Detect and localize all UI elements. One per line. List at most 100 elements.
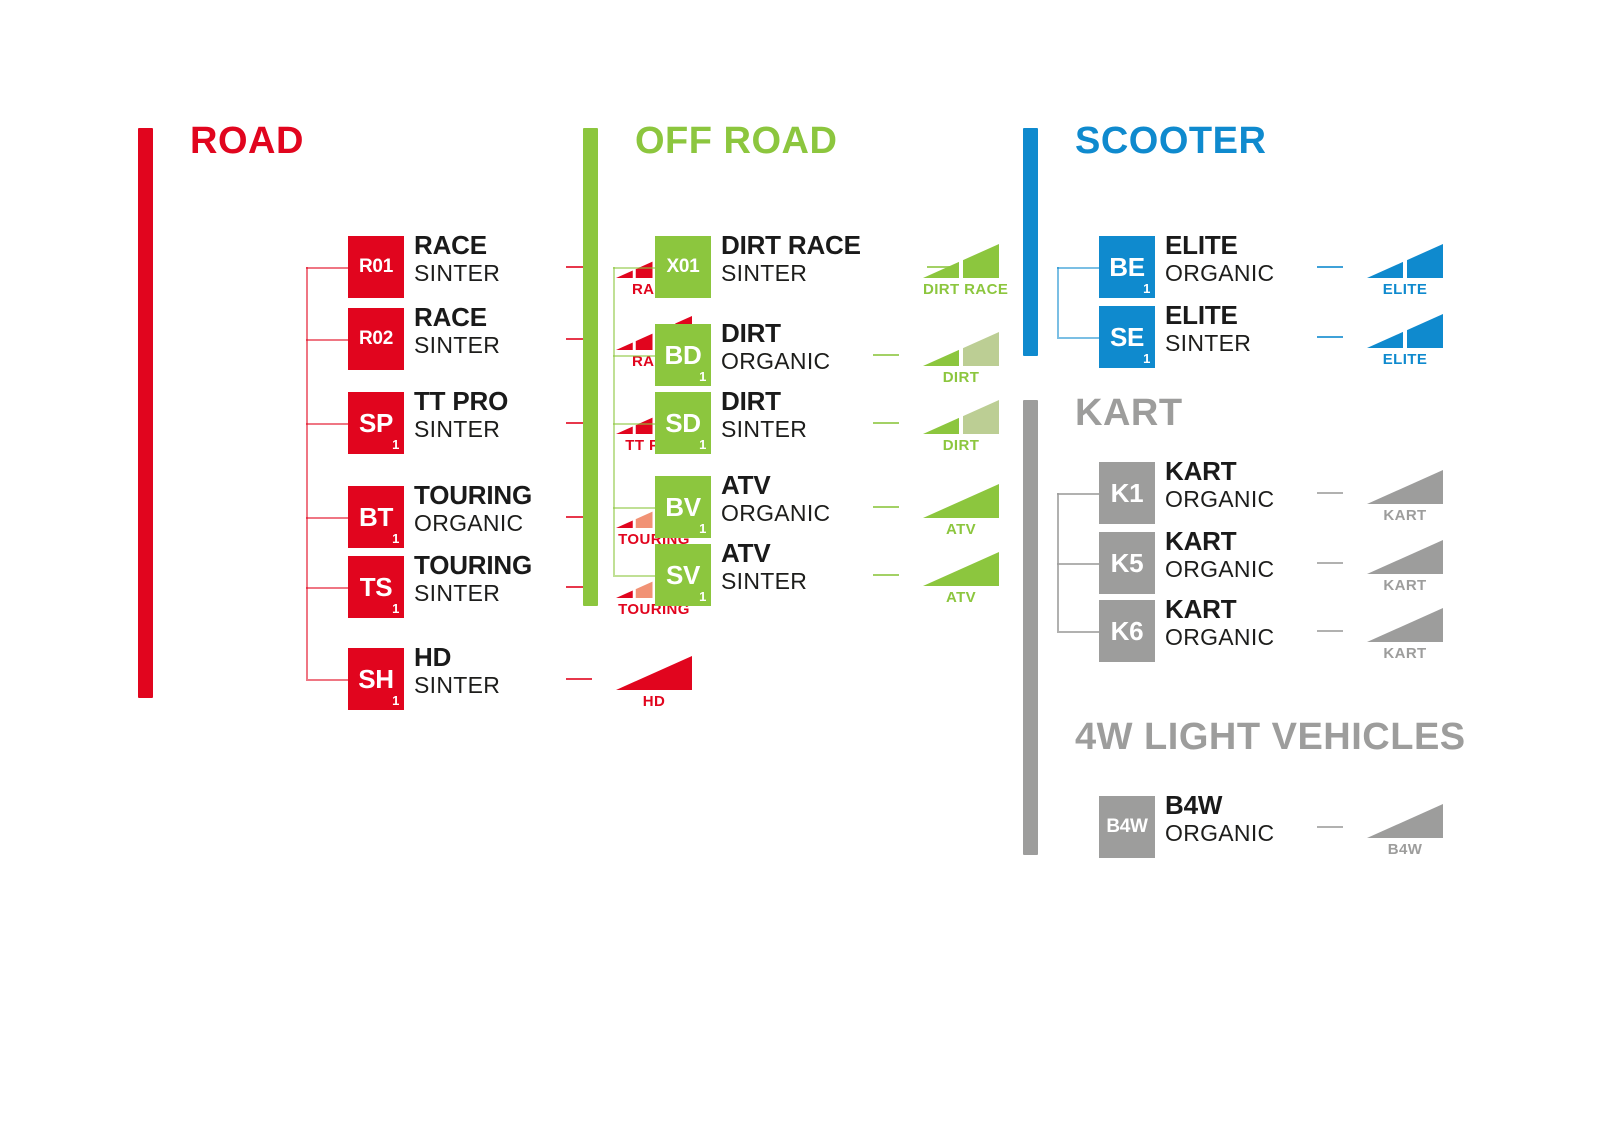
- performance-label: KART: [1383, 507, 1427, 524]
- product-code-label: BV: [665, 491, 701, 522]
- product-name: TOURING: [414, 480, 533, 510]
- product-material: SINTER: [721, 415, 808, 442]
- performance-label: DIRT: [942, 369, 980, 386]
- product-name: DIRT RACE: [721, 230, 861, 260]
- group-title-scooter: SCOOTER: [1075, 120, 1267, 162]
- performance-indicator: ELITE: [1367, 312, 1443, 368]
- tree-vline: [1057, 267, 1059, 337]
- product-labels: TOURING ORGANIC: [414, 480, 674, 536]
- performance-label: DIRT RACE: [923, 281, 1009, 298]
- performance-indicator: B4W: [1367, 802, 1443, 858]
- product-code-label: B4W: [1106, 816, 1148, 837]
- product-code-box: SD 1: [655, 392, 711, 454]
- performance-indicator: HD: [616, 654, 692, 710]
- product-name: DIRT: [721, 318, 781, 348]
- performance-label: KART: [1383, 577, 1427, 594]
- product-code-label: X01: [666, 256, 700, 277]
- product-code-box: K1: [1099, 462, 1155, 524]
- performance-label: KART: [1383, 645, 1427, 662]
- tree-hline: [306, 517, 348, 519]
- product-code-box: SH 1: [348, 648, 404, 710]
- row-connector-dash: [566, 516, 592, 518]
- product-material: ORGANIC: [1165, 623, 1275, 650]
- row-connector-dash: [566, 422, 592, 424]
- group-title-kart: KART: [1075, 392, 1183, 434]
- product-name: KART: [1165, 594, 1237, 624]
- tree-hline: [306, 423, 348, 425]
- product-code-subscript: 1: [1143, 281, 1150, 296]
- product-labels: DIRT SINTER: [721, 387, 981, 442]
- row-connector-dash: [1317, 630, 1343, 632]
- product-labels: KART ORGANIC: [1165, 526, 1425, 582]
- product-code-label: K1: [1110, 477, 1144, 508]
- product-code-box: SP 1: [348, 392, 404, 454]
- performance-label: ELITE: [1382, 351, 1428, 368]
- group-title-offroad: OFF ROAD: [635, 120, 838, 162]
- product-code-subscript: 1: [699, 589, 706, 604]
- product-labels: RACE SINTER: [414, 230, 674, 286]
- product-labels: ELITE ORGANIC: [1165, 231, 1425, 286]
- tree-vline: [1057, 493, 1059, 631]
- product-code-subscript: 1: [392, 601, 399, 616]
- row-connector-dash: [873, 574, 899, 576]
- group-title-road: ROAD: [190, 120, 304, 162]
- tree-hline: [1057, 267, 1099, 269]
- product-code-label: TS: [359, 571, 393, 602]
- product-labels: B4W ORGANIC: [1165, 790, 1425, 846]
- tree-hline: [306, 267, 348, 269]
- product-code-label: SH: [358, 663, 394, 694]
- product-code-label: BD: [664, 339, 702, 370]
- product-material: SINTER: [1165, 329, 1252, 356]
- product-code-subscript: 1: [699, 521, 706, 536]
- row-connector-dash: [1317, 336, 1343, 338]
- product-material: ORGANIC: [721, 348, 981, 374]
- product-code-label: K6: [1110, 615, 1144, 646]
- product-material: SINTER: [414, 259, 501, 286]
- tree-hline: [613, 355, 655, 357]
- product-code-subscript: 1: [392, 693, 399, 708]
- performance-label: ELITE: [1382, 281, 1428, 298]
- tree-hline: [306, 679, 348, 681]
- product-material: ORGANIC: [1165, 819, 1275, 846]
- product-name: B4W: [1165, 790, 1223, 820]
- row-connector-dash: [1317, 826, 1343, 828]
- product-code-box: K6: [1099, 600, 1155, 662]
- tree-hline: [1057, 337, 1099, 339]
- product-name: RACE: [414, 230, 487, 260]
- row-connector-dash: [873, 506, 899, 508]
- product-labels: DIRT RACE SINTER: [721, 230, 981, 286]
- performance-indicator: DIRT: [923, 398, 999, 454]
- tree-hline: [1057, 631, 1099, 633]
- product-name: TOURING: [414, 550, 533, 580]
- product-code-box: BD 1: [655, 324, 711, 386]
- product-code-label: SV: [665, 559, 701, 590]
- product-labels: RACE SINTER: [414, 302, 674, 358]
- product-name: HD: [414, 642, 452, 672]
- tree-hline: [613, 267, 655, 269]
- product-name: KART: [1165, 526, 1237, 556]
- performance-label: B4W: [1387, 841, 1423, 858]
- product-code-label: K5: [1110, 547, 1144, 578]
- product-code-label: SP: [358, 407, 394, 438]
- product-code-box: K5: [1099, 532, 1155, 594]
- product-material: SINTER: [414, 331, 501, 358]
- product-name: RACE: [414, 302, 487, 332]
- performance-indicator: DIRT: [923, 330, 999, 386]
- product-code-label: SD: [665, 407, 701, 438]
- tree-hline: [613, 575, 655, 577]
- group-spine-scooter: [1023, 128, 1038, 356]
- product-code-box: R01: [348, 236, 404, 298]
- tree-hline: [1057, 563, 1099, 565]
- performance-indicator: ELITE: [1367, 242, 1443, 298]
- product-labels: ATV SINTER: [721, 538, 981, 594]
- product-code-subscript: 1: [392, 437, 399, 452]
- product-code-label: R01: [359, 256, 393, 277]
- product-code-label: BT: [358, 501, 394, 532]
- product-code-label: SE: [1109, 321, 1145, 352]
- product-name: ATV: [721, 538, 771, 568]
- product-code-box: BE 1: [1099, 236, 1155, 298]
- product-labels: DIRT ORGANIC: [721, 318, 981, 374]
- performance-indicator: ATV: [923, 550, 999, 606]
- product-material: SINTER: [721, 567, 808, 594]
